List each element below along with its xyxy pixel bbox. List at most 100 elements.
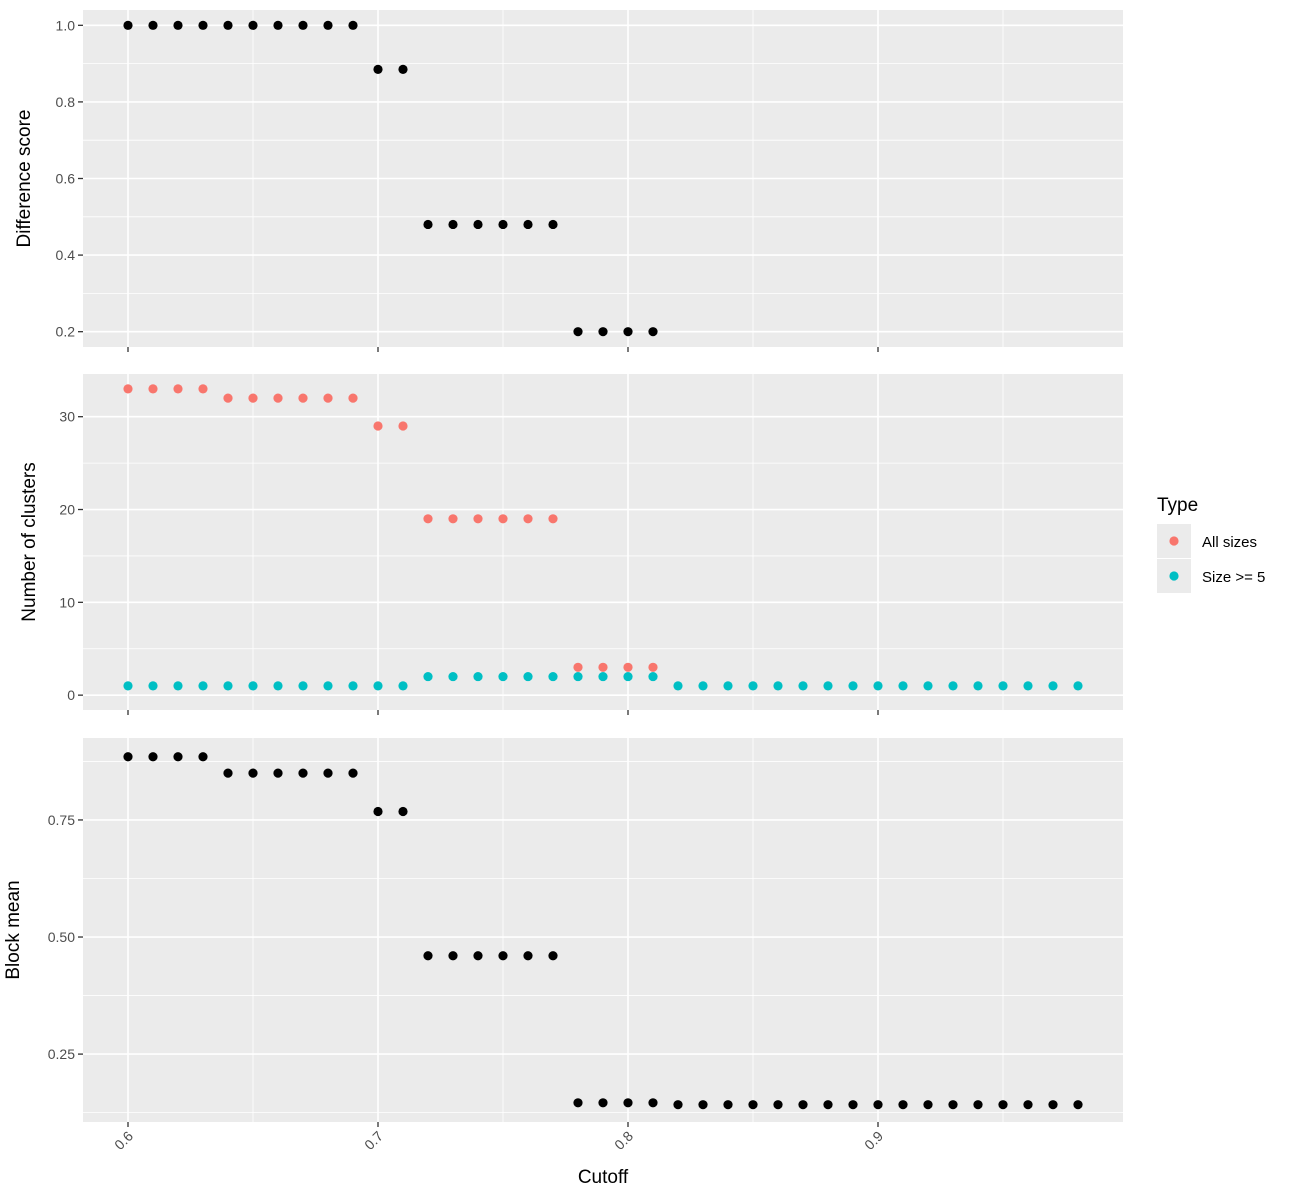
data-point [598, 1098, 608, 1108]
data-point [223, 768, 233, 778]
data-point [148, 384, 158, 394]
data-point [298, 20, 308, 30]
x-tick-label: 0.8 [611, 1128, 636, 1153]
legend-title: Type [1157, 495, 1198, 516]
data-point [773, 1100, 783, 1110]
data-point [123, 752, 133, 762]
data-point [448, 671, 458, 682]
data-point [448, 219, 458, 230]
data-point [323, 768, 333, 778]
data-point [573, 1098, 583, 1108]
data-point [623, 327, 633, 337]
data-point [198, 20, 208, 30]
data-point [173, 384, 183, 394]
data-point [498, 951, 508, 961]
data-point [998, 1100, 1008, 1110]
data-point [623, 671, 633, 682]
data-point [223, 20, 233, 30]
data-point [898, 681, 908, 691]
data-point [273, 768, 283, 778]
data-point [548, 514, 558, 524]
data-point [123, 681, 133, 691]
data-point [273, 20, 283, 30]
data-point [898, 1100, 908, 1110]
panel-difference: 0.2 0.4 0.6 0.8 1.0 Difference score [14, 10, 1123, 352]
panel-background [83, 374, 1123, 710]
data-point [573, 327, 583, 337]
data-point [323, 681, 333, 691]
data-point [573, 662, 583, 672]
data-point [248, 768, 258, 778]
data-point [723, 681, 733, 691]
data-point [473, 951, 483, 961]
data-point [473, 219, 483, 230]
data-point [598, 327, 608, 337]
data-point [1023, 1100, 1033, 1110]
data-point [823, 681, 833, 691]
x-tick-label: 0.7 [361, 1128, 386, 1153]
data-point [423, 514, 433, 524]
data-point [348, 393, 358, 403]
data-point [298, 768, 308, 778]
data-point [673, 1100, 683, 1110]
data-point [148, 681, 158, 691]
data-point [198, 681, 208, 691]
x-tick-label: 0.6 [111, 1128, 136, 1153]
data-point [198, 752, 208, 762]
data-point [123, 20, 133, 30]
data-point [948, 681, 958, 691]
data-point [498, 671, 508, 682]
data-point [748, 1100, 758, 1110]
data-point [248, 393, 258, 403]
data-point [723, 1100, 733, 1110]
series-difference [123, 20, 658, 337]
y-axis-title: Block mean [3, 880, 24, 979]
data-point [148, 20, 158, 30]
data-point [173, 752, 183, 762]
data-point [273, 681, 283, 691]
data-point [1048, 1100, 1058, 1110]
data-point [248, 681, 258, 691]
data-point [423, 219, 433, 230]
data-point [648, 671, 658, 682]
data-point [1048, 681, 1058, 691]
data-point [623, 1098, 633, 1108]
data-point [798, 681, 808, 691]
data-point [373, 64, 383, 74]
data-point [873, 1100, 883, 1110]
data-point [523, 671, 533, 682]
legend-swatch [1169, 571, 1179, 581]
data-point [873, 681, 883, 691]
data-point [473, 514, 483, 524]
data-point [223, 681, 233, 691]
data-point [198, 384, 208, 394]
data-point [748, 681, 758, 691]
chart-panels: 0.2 0.4 0.6 0.8 1.0 Difference score 0 10 20 30 Nu… [3, 10, 1123, 1153]
data-point [1023, 681, 1033, 691]
data-point [398, 806, 408, 817]
data-point [798, 1100, 808, 1110]
data-point [823, 1100, 833, 1110]
y-tick-label: 0.25 [48, 1046, 75, 1062]
legend-swatch [1169, 536, 1179, 546]
data-point [423, 951, 433, 961]
data-point [548, 671, 558, 682]
panel-background [83, 738, 1123, 1122]
data-point [923, 681, 933, 691]
data-point [398, 64, 408, 74]
data-point [973, 681, 983, 691]
data-point [973, 1100, 983, 1110]
data-point [548, 219, 558, 230]
y-tick-label: 0 [67, 687, 75, 703]
data-point [573, 671, 583, 682]
data-point [698, 681, 708, 691]
data-point [648, 662, 658, 672]
data-point [123, 384, 133, 394]
data-point [348, 681, 358, 691]
data-point [248, 20, 258, 30]
data-point [848, 1100, 858, 1110]
data-point [598, 671, 608, 682]
data-point [673, 681, 683, 691]
data-point [848, 681, 858, 691]
y-axis-title: Difference score [14, 110, 35, 248]
